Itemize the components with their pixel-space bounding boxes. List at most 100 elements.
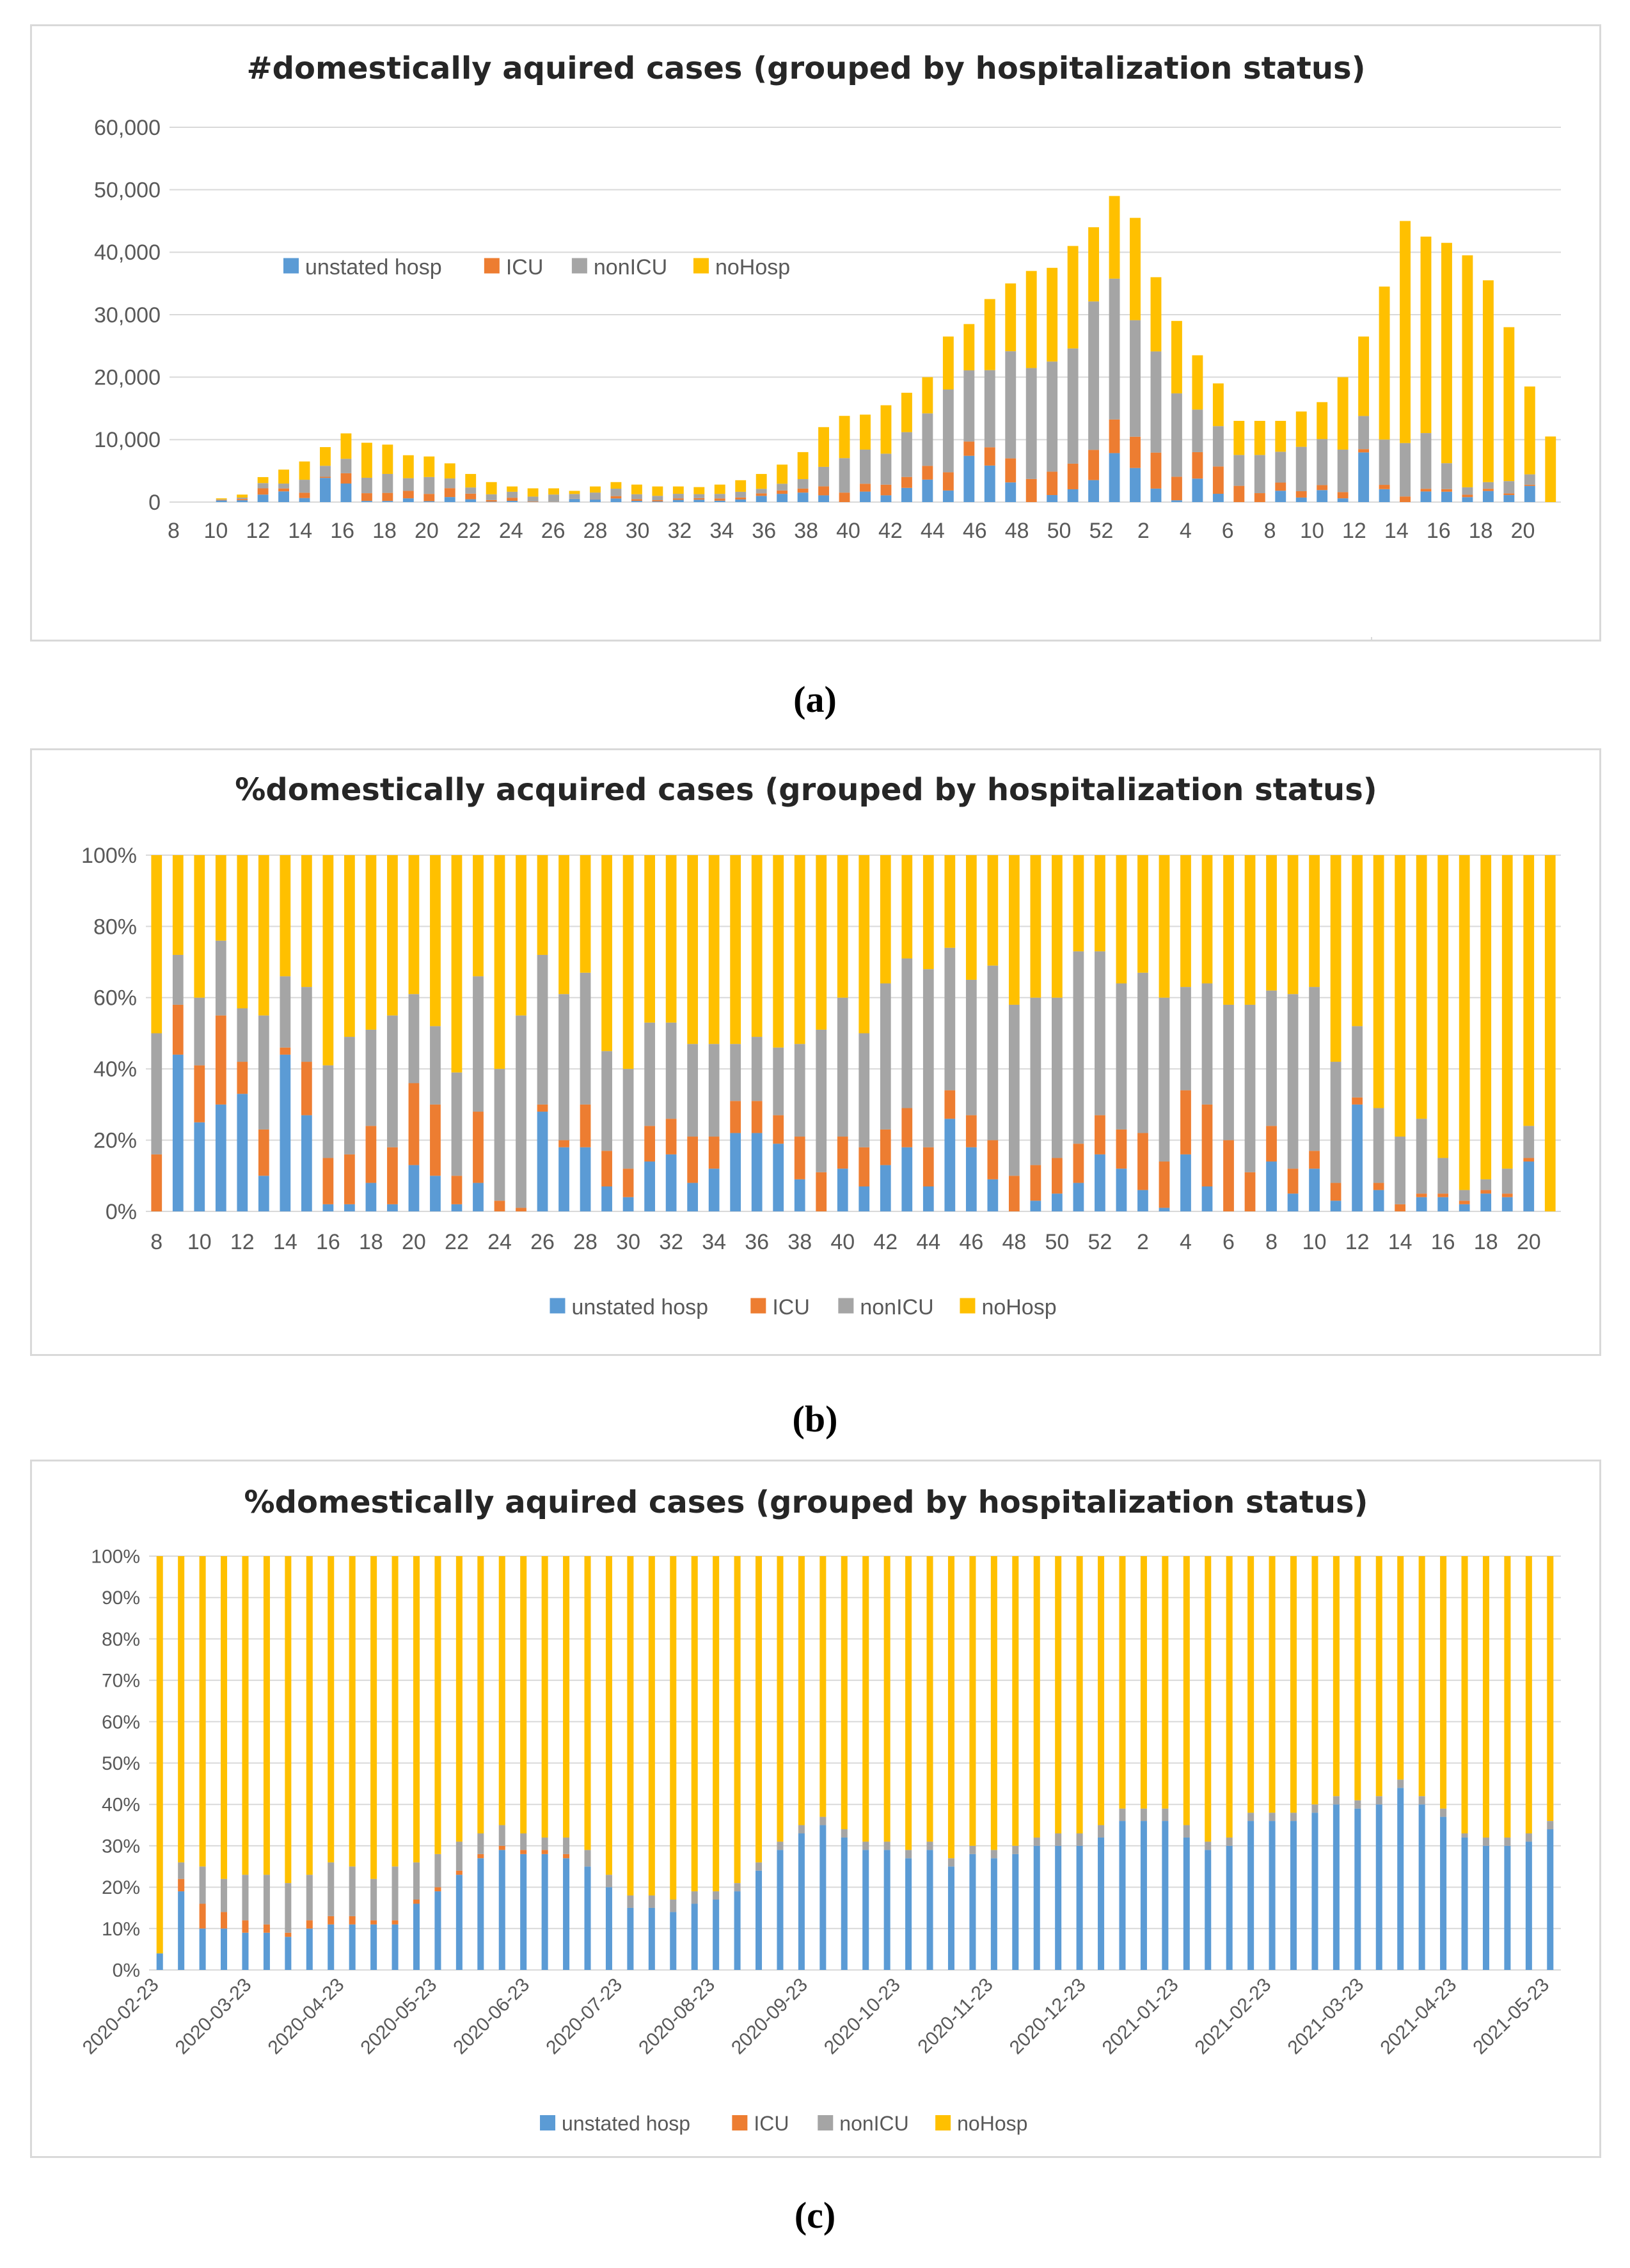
bar-segment-nohosp xyxy=(1400,221,1411,443)
bar-segment-unstated-hosp xyxy=(670,1912,677,1970)
bar-segment-nonicu xyxy=(1171,393,1182,477)
bar-segment-nonicu xyxy=(520,1833,527,1850)
bar-segment-icu xyxy=(665,1119,677,1154)
x-tick-label: 26 xyxy=(530,1230,555,1254)
y-tick-label: 50% xyxy=(102,1753,140,1774)
bar-segment-unstated-hosp xyxy=(1180,1154,1191,1211)
bar-segment-nonicu xyxy=(734,1883,741,1892)
legend-swatch-nonicu xyxy=(818,2115,834,2130)
bar-segment-unstated-hosp xyxy=(901,487,912,502)
bar-segment-nohosp xyxy=(922,377,933,414)
bar-segment-unstated-hosp xyxy=(841,1837,848,1970)
bar-segment-nohosp xyxy=(1025,271,1037,368)
bar-segment-unstated-hosp xyxy=(1418,1804,1425,1970)
bar-segment-nonicu xyxy=(1287,994,1299,1169)
bar-segment-icu xyxy=(1266,1126,1277,1162)
bar-segment-nonicu xyxy=(1025,368,1037,479)
bar-segment-unstated-hosp xyxy=(584,1866,591,1970)
bar-segment-nohosp xyxy=(1052,855,1063,998)
y-tick-label: 90% xyxy=(102,1587,140,1609)
bar-segment-nonicu xyxy=(558,994,569,1140)
bar-segment-unstated-hosp xyxy=(605,1887,612,1970)
bar-segment-unstated-hosp xyxy=(947,1866,954,1970)
x-tick-label: 2020-10-23 xyxy=(820,1974,905,2059)
bar-segment-nohosp xyxy=(777,1556,784,1842)
bar-segment-nonicu xyxy=(1047,361,1058,472)
bar-segment-unstated-hosp xyxy=(1504,1845,1511,1970)
chart-panel-c: %domestically aquired cases (grouped by … xyxy=(30,1460,1601,2158)
bar-segment-unstated-hosp xyxy=(1503,495,1515,502)
bar-segment-nonicu xyxy=(777,484,788,491)
bar-segment-nonicu xyxy=(1140,1808,1147,1822)
bar-segment-nohosp xyxy=(1503,327,1515,482)
bar-segment-nohosp xyxy=(590,486,601,493)
bar-segment-nohosp xyxy=(1309,855,1320,988)
bar-segment-unstated-hosp xyxy=(477,1858,484,1970)
x-tick-label: 32 xyxy=(659,1230,683,1254)
bar-segment-icu xyxy=(494,1201,505,1211)
bar-segment-icu xyxy=(963,441,975,456)
legend-swatch-unstated-hosp xyxy=(283,258,299,274)
bar-segment-unstated-hosp xyxy=(216,500,227,502)
bar-segment-nonicu xyxy=(1440,1808,1447,1817)
y-tick-label: 0% xyxy=(106,1200,137,1224)
bar-segment-unstated-hosp xyxy=(859,1186,870,1211)
bar-segment-nohosp xyxy=(963,324,975,371)
bar-segment-unstated-hosp xyxy=(423,501,435,502)
bar-segment-unstated-hosp xyxy=(672,500,684,502)
bar-segment-unstated-hosp xyxy=(465,499,477,502)
bar-segment-nohosp xyxy=(818,427,830,467)
bar-segment-unstated-hosp xyxy=(751,1133,763,1211)
bar-segment-nohosp xyxy=(756,1556,763,1862)
bar-segment-nonicu xyxy=(901,958,913,1108)
x-tick-label: 10 xyxy=(1302,1230,1327,1254)
bar-segment-nohosp xyxy=(1287,855,1299,995)
bar-segment-nonicu xyxy=(926,1841,933,1850)
chart-title: #domestically aquired cases (grouped by … xyxy=(246,51,1365,86)
bar-segment-unstated-hosp xyxy=(965,1147,977,1211)
bar-segment-unstated-hosp xyxy=(1287,1193,1299,1211)
bar-segment-unstated-hosp xyxy=(199,1928,206,1970)
bar-segment-nonicu xyxy=(1073,951,1084,1144)
caption-b: (b) xyxy=(792,1398,838,1440)
bar-segment-nonicu xyxy=(263,1875,270,1925)
bar-segment-icu xyxy=(816,1172,827,1211)
bar-segment-nohosp xyxy=(1095,855,1105,952)
bar-segment-nohosp xyxy=(1330,855,1341,1062)
bar-segment-nonicu xyxy=(285,1883,292,1933)
bar-segment-nonicu xyxy=(1397,1779,1404,1788)
bar-segment-unstated-hosp xyxy=(1183,1837,1190,1970)
bar-segment-unstated-hosp xyxy=(1005,482,1017,502)
bar-segment-nonicu xyxy=(1461,1833,1468,1838)
bar-segment-nonicu xyxy=(816,1029,827,1172)
bar-segment-nonicu xyxy=(1180,987,1191,1091)
bar-segment-icu xyxy=(258,1129,269,1176)
bar-segment-nohosp xyxy=(837,855,848,998)
bar-segment-nohosp xyxy=(306,1556,313,1875)
bar-segment-nonicu xyxy=(1354,1800,1361,1809)
bar-segment-nohosp xyxy=(942,336,954,390)
bar-segment-unstated-hosp xyxy=(1501,1197,1513,1211)
bar-segment-unstated-hosp xyxy=(735,499,747,502)
bar-segment-nonicu xyxy=(1295,446,1307,492)
bar-segment-icu xyxy=(631,499,642,501)
x-tick-label: 2021-04-23 xyxy=(1376,1974,1460,2059)
bar-segment-icu xyxy=(237,1062,248,1094)
bar-segment-icu xyxy=(751,1101,763,1133)
bar-segment-nonicu xyxy=(901,432,912,477)
bar-segment-icu xyxy=(622,1169,634,1197)
bar-segment-icu xyxy=(1030,1165,1041,1201)
bar-segment-nohosp xyxy=(1525,1556,1532,1834)
bar-segment-unstated-hosp xyxy=(773,1144,784,1211)
x-tick-label: 48 xyxy=(1002,1230,1026,1254)
bar-segment-nonicu xyxy=(1501,1169,1513,1194)
bar-segment-unstated-hosp xyxy=(1088,480,1100,502)
bar-segment-unstated-hosp xyxy=(340,483,352,502)
bar-segment-nohosp xyxy=(1290,1556,1297,1813)
bar-segment-nonicu xyxy=(922,969,934,1147)
bar-segment-nonicu xyxy=(797,479,809,489)
bar-segment-nohosp xyxy=(1395,855,1406,1137)
bar-segment-unstated-hosp xyxy=(322,1204,334,1211)
bar-segment-icu xyxy=(1352,1097,1363,1105)
bar-segment-unstated-hosp xyxy=(905,1858,912,1970)
